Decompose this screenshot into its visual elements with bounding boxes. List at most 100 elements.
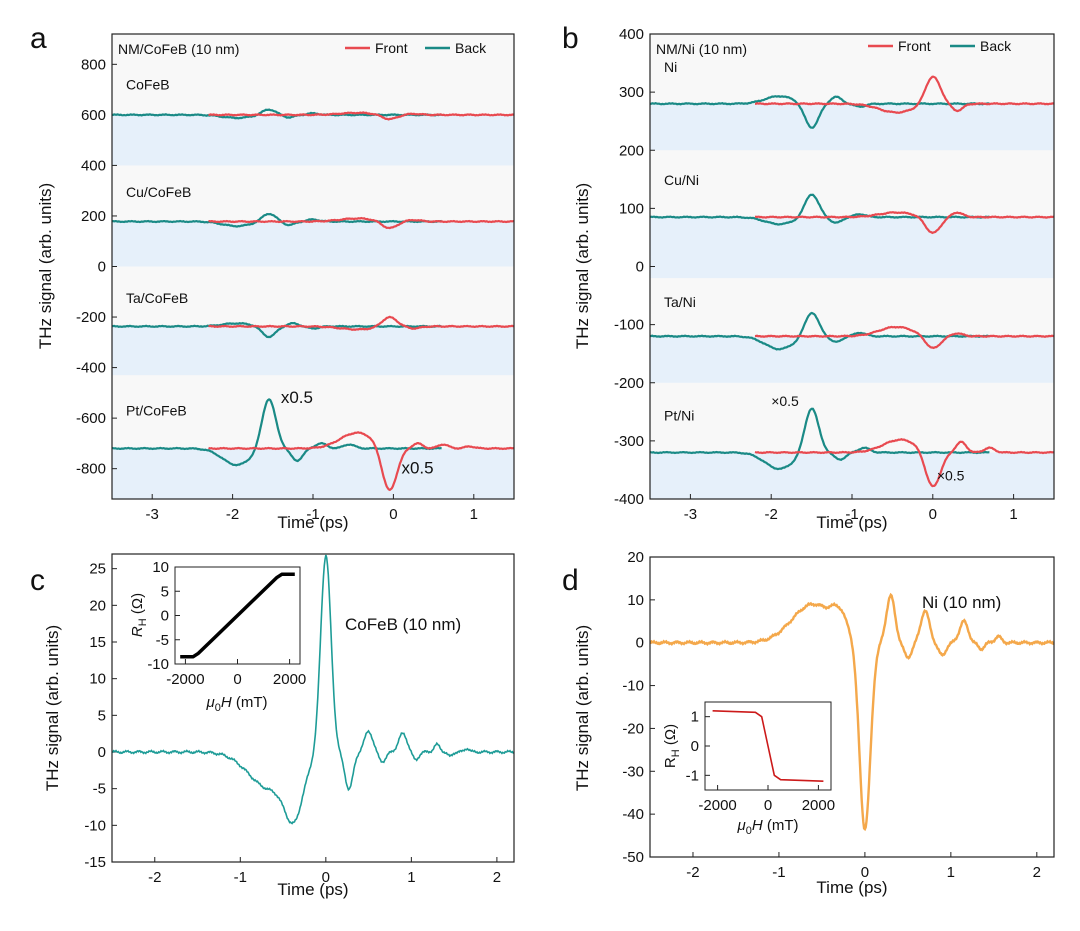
x-tick-label: 2 [1033, 864, 1041, 881]
y-tick-label: -400 [76, 360, 106, 377]
offset-band [112, 326, 514, 376]
front-curve [208, 315, 515, 331]
front-curve [755, 75, 1055, 114]
y-axis-label: THz signal (arb. units) [573, 183, 592, 349]
y-tick-label: -10 [147, 656, 169, 673]
scale-annotation: ×0.5 [771, 393, 799, 409]
y-tick-label: 200 [81, 208, 106, 225]
curves [649, 592, 1055, 832]
back-curve [649, 193, 990, 226]
y-tick-label: 10 [152, 559, 169, 576]
y-tick-label: 0 [636, 259, 644, 276]
series-label: CoFeB (10 nm) [345, 615, 461, 634]
x-tick-label: -2 [148, 869, 161, 886]
y-tick-label: -200 [614, 375, 644, 392]
corner-title: NM/Ni (10 nm) [656, 41, 747, 57]
panel-letter-a: a [30, 22, 47, 55]
y-tick-label: -15 [84, 854, 106, 871]
x-tick-label: -2 [765, 506, 778, 523]
inset-x-label: μ0H (mT) [205, 694, 267, 714]
y-tick-label: -30 [622, 763, 644, 780]
curves [649, 75, 1055, 488]
plot-frame [111, 553, 515, 863]
legend: Front Back [345, 40, 487, 56]
sample-label: Pt/CoFeB [126, 403, 187, 419]
y-tick-label: 0 [691, 738, 699, 755]
x-axis-label: Time (ps) [816, 513, 887, 532]
inset-hall-resistance: -2000 0 2000 -1 0 1 μ0H (mT) RH (Ω) [662, 701, 835, 837]
y-axis-label: THz signal (arb. units) [573, 625, 592, 791]
y-tick-label: -100 [614, 317, 644, 334]
inset-curve [712, 710, 824, 782]
front-curve [754, 211, 1055, 235]
x-tick-label: 0 [929, 506, 937, 523]
y-tick-label: -10 [622, 678, 644, 695]
x-tick-label: -3 [684, 506, 697, 523]
sample-label: Ta/Ni [664, 294, 696, 310]
plot-frame [649, 556, 1055, 858]
back-curve [649, 407, 990, 471]
y-tick-label: 0 [636, 635, 644, 652]
scale-annotation: ×0.5 [937, 467, 965, 483]
x-tick-label: -2000 [166, 671, 204, 688]
y-tick-label: -5 [93, 781, 106, 798]
x-tick-label: 2000 [802, 797, 835, 814]
y-tick-label: -40 [622, 806, 644, 823]
inset-curve [180, 572, 295, 659]
sample-label: Ta/CoFeB [126, 290, 188, 306]
y-tick-label: 0 [98, 744, 106, 761]
scale-annotation: x0.5 [281, 388, 313, 407]
x-tick-label: 0 [233, 671, 241, 688]
x-axis-label: Time (ps) [816, 878, 887, 897]
back-curve [111, 212, 442, 228]
x-tick-label: 2000 [273, 671, 306, 688]
y-tick-label: 10 [89, 671, 106, 688]
y-tick-label: -400 [614, 491, 644, 508]
back-curve [111, 398, 442, 467]
x-tick-label: 1 [947, 864, 955, 881]
y-tick-label: 5 [98, 707, 106, 724]
panel-letter-b: b [562, 22, 579, 55]
y-tick-label: -600 [76, 410, 106, 427]
axis-ticks: -3 -2 -1 0 1 -400 -300 -200 -100 0 100 200 300 400 [614, 26, 1018, 523]
hall-curve [712, 710, 824, 782]
signal-curve [649, 592, 1055, 832]
annotations: ×0.5 ×0.5 [771, 393, 964, 483]
y-tick-label: 200 [619, 142, 644, 159]
offset-bands [112, 34, 514, 499]
offset-band [112, 221, 514, 267]
scale-annotation: x0.5 [401, 459, 433, 478]
y-tick-label: 15 [89, 634, 106, 651]
inset-y-label: RH (Ω) [662, 724, 682, 768]
plot-frame [649, 33, 1055, 500]
curves [111, 554, 515, 825]
series-label: Ni (10 nm) [922, 593, 1001, 612]
y-tick-label: -1 [686, 767, 699, 784]
y-tick-label: 300 [619, 84, 644, 101]
offset-band [650, 336, 1054, 383]
offset-band [112, 448, 514, 499]
sample-label: Ni [664, 59, 677, 75]
x-tick-label: 0 [764, 797, 772, 814]
y-tick-label: -50 [622, 849, 644, 866]
axis-ticks: -3 -2 -1 0 1 -800 -600 -400 -200 0 200 400 600 800 [76, 56, 478, 523]
inset-ticks: -2000 0 2000 -10 -5 0 5 10 [147, 559, 306, 688]
front-curve [754, 325, 1055, 350]
y-tick-label: 1 [691, 709, 699, 726]
legend-label-back: Back [980, 38, 1012, 54]
x-tick-label: -1 [306, 506, 319, 523]
x-axis-label: Time (ps) [277, 513, 348, 532]
sample-label: CoFeB [126, 77, 170, 93]
annotations: x0.5 x0.5 [281, 388, 434, 478]
hall-curve [180, 572, 295, 659]
y-tick-label: 0 [98, 259, 106, 276]
signal-curve [111, 554, 515, 825]
back-curve [649, 311, 990, 351]
x-tick-label: 0 [322, 869, 330, 886]
sample-label: Pt/Ni [664, 408, 694, 424]
x-tick-label: 1 [1009, 506, 1017, 523]
x-tick-label: -2 [686, 864, 699, 881]
